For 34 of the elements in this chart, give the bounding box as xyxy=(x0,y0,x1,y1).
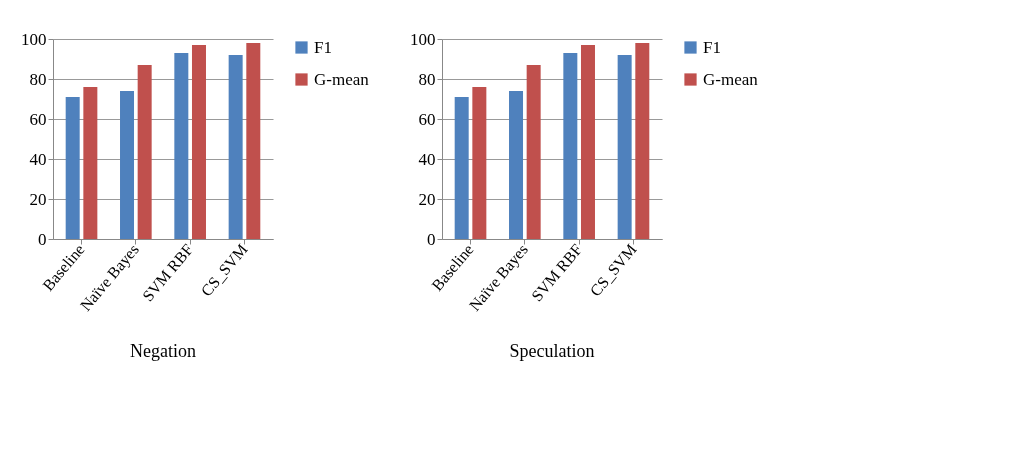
bar xyxy=(83,87,98,239)
bar xyxy=(526,65,541,239)
text: Negation xyxy=(130,341,196,362)
text: Speculation xyxy=(509,341,595,362)
legend-label: F1 xyxy=(703,37,721,57)
bar xyxy=(65,97,80,239)
bar xyxy=(246,43,261,239)
bar xyxy=(454,97,469,239)
y-tick-label: 60 xyxy=(418,109,436,129)
y-tick-label: 0 xyxy=(38,229,47,249)
bar xyxy=(472,87,487,239)
bar xyxy=(120,91,135,239)
y-tick-label: 20 xyxy=(29,189,47,209)
legend-label: F1 xyxy=(314,37,332,57)
y-tick-label: 40 xyxy=(29,149,47,169)
bar xyxy=(635,43,650,239)
bar xyxy=(580,45,595,239)
bar xyxy=(617,55,632,239)
legend-label: G-mean xyxy=(703,69,759,89)
bar xyxy=(228,55,243,239)
bar xyxy=(191,45,206,239)
y-tick-label: 80 xyxy=(418,69,436,89)
y-tick-label: 100 xyxy=(21,29,47,49)
bar xyxy=(509,91,524,239)
legend-label: G-mean xyxy=(314,69,370,89)
y-tick-label: 80 xyxy=(29,69,47,89)
y-tick-label: 100 xyxy=(410,29,436,49)
bar xyxy=(174,53,189,239)
y-tick-label: 0 xyxy=(427,229,436,249)
y-tick-label: 20 xyxy=(418,189,436,209)
y-tick-label: 40 xyxy=(418,149,436,169)
bar xyxy=(137,65,152,239)
bar xyxy=(563,53,578,239)
y-tick-label: 60 xyxy=(29,109,47,129)
